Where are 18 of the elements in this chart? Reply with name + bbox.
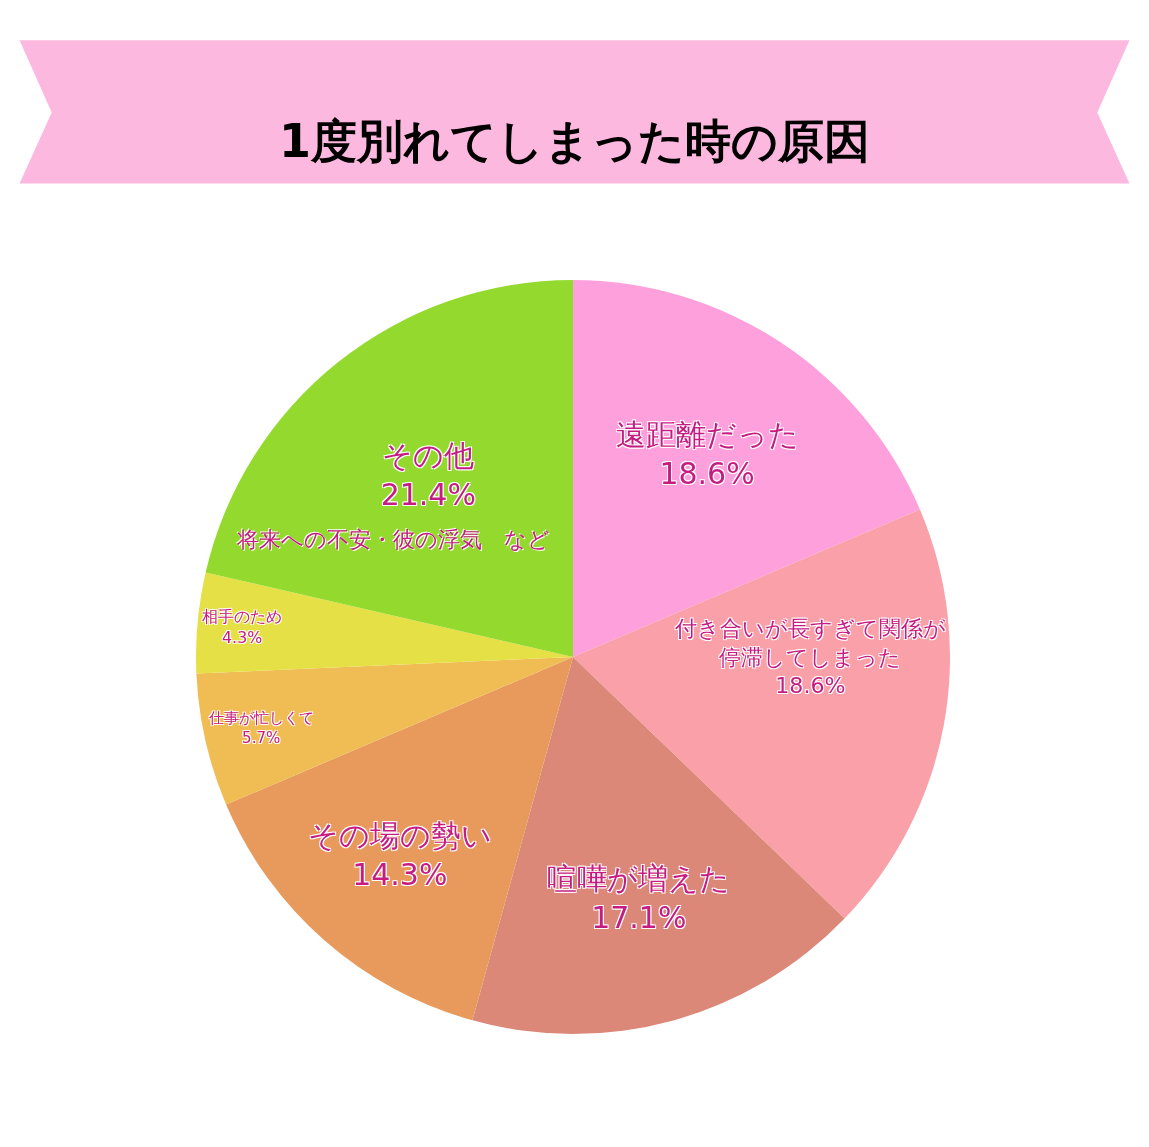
slice-label: 遠距離だった [615,417,799,453]
chart-title: 1度別れてしまった時の原因 [279,114,871,168]
pie-slice [196,572,573,674]
slice-label: 仕事が忙しくて [207,709,314,728]
slice-label: その他 [382,438,475,474]
slice-label: その場の勢い [307,817,492,853]
pie-slice [196,657,573,805]
data-label: 17.1% [591,899,687,935]
data-label: 21.4% [380,477,476,513]
data-label: 5.7% [242,728,281,747]
text: 将来への不安・彼の浮気 など [236,527,550,552]
slice-label: 喧嘩が増えた [547,860,731,896]
data-label: 18.6% [775,673,846,699]
slice-label: 付き合いが長すぎて関係が停滞してしまった [673,616,946,670]
data-label: 4.3% [222,627,263,647]
data-label: 14.3% [352,856,448,892]
data-label: 18.6% [659,456,755,492]
slice-label: 相手のため [202,607,283,627]
